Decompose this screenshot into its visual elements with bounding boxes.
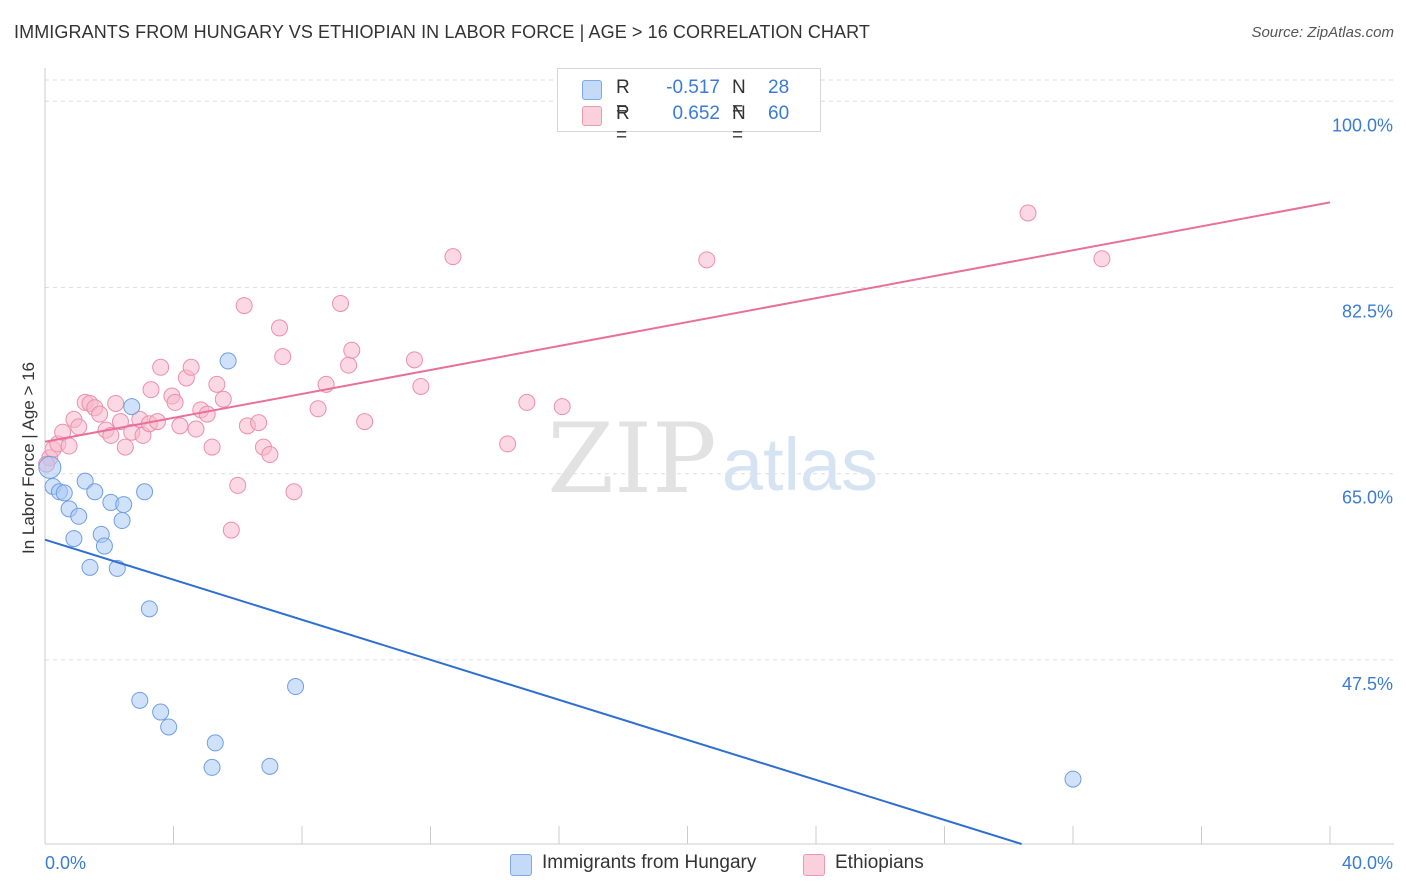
data-points bbox=[38, 204, 1111, 788]
ethiopian-point bbox=[285, 483, 303, 501]
tick-labels: 47.5% 65.0% 82.5% 100.0% 0.0% 40.0% bbox=[45, 115, 1393, 873]
hungary-point bbox=[136, 483, 154, 501]
bottom-legend-swatch-hungary bbox=[510, 854, 532, 876]
ethiopian-point bbox=[343, 341, 361, 359]
x-tick-label: 0.0% bbox=[45, 853, 86, 873]
ethiopian-point bbox=[412, 377, 430, 395]
ethiopian-point bbox=[152, 358, 170, 376]
ethiopian-point bbox=[142, 381, 160, 399]
legend-n-value: 28 bbox=[768, 77, 790, 98]
ethiopian-point bbox=[271, 319, 289, 337]
ethiopian-point bbox=[274, 348, 292, 366]
ethiopian-point bbox=[111, 413, 129, 431]
grid-lines bbox=[45, 79, 1394, 661]
bottom-legend-swatch-ethiopians bbox=[803, 854, 825, 876]
legend-swatch-ethiopians bbox=[582, 106, 602, 126]
bottom-legend-label: Immigrants from Hungary bbox=[542, 852, 757, 873]
ethiopian-point bbox=[261, 446, 279, 464]
hungary-point bbox=[113, 512, 131, 530]
x-tick-label: 40.0% bbox=[1342, 853, 1393, 873]
y-tick-label: 65.0% bbox=[1342, 488, 1393, 508]
ethiopian-point bbox=[116, 438, 134, 456]
hungary-point bbox=[70, 507, 88, 525]
ethiopian-trend-line bbox=[44, 201, 1331, 443]
ethiopian-point bbox=[107, 394, 125, 412]
hungary-point bbox=[55, 484, 73, 502]
legend-n-label: N = bbox=[732, 103, 746, 146]
legend-r-label: R = bbox=[616, 77, 630, 120]
ethiopian-point bbox=[54, 423, 72, 441]
ethiopian-point bbox=[518, 393, 536, 411]
hungary-point bbox=[203, 758, 221, 776]
chart-title: IMMIGRANTS FROM HUNGARY VS ETHIOPIAN IN … bbox=[14, 22, 870, 42]
ethiopian-point bbox=[444, 248, 462, 266]
legend-r-value: -0.517 bbox=[666, 77, 720, 98]
ethiopian-point bbox=[214, 390, 232, 408]
ethiopian-point bbox=[553, 398, 571, 416]
ethiopian-point bbox=[309, 400, 327, 418]
ethiopian-point bbox=[405, 351, 423, 369]
ethiopian-point bbox=[102, 426, 120, 444]
y-tick-label: 100.0% bbox=[1332, 115, 1393, 135]
ethiopian-point bbox=[235, 297, 253, 315]
hungary-point bbox=[261, 757, 279, 775]
ethiopian-point bbox=[70, 418, 88, 436]
ethiopian-point bbox=[229, 476, 247, 494]
legend-r-value: 0.652 bbox=[672, 103, 720, 124]
ethiopian-point bbox=[203, 438, 221, 456]
hungary-point bbox=[81, 558, 99, 576]
ethiopian-point bbox=[171, 417, 189, 435]
hungary-point bbox=[152, 703, 170, 721]
watermark-zip: ZIP bbox=[547, 403, 716, 515]
bottom-legend-label: Ethiopians bbox=[835, 852, 924, 873]
ethiopian-point bbox=[340, 356, 358, 374]
ethiopian-point bbox=[698, 251, 716, 269]
ethiopian-point bbox=[222, 521, 240, 539]
hungary-point bbox=[1064, 770, 1082, 788]
hungary-point bbox=[160, 718, 178, 736]
hungary-point bbox=[140, 600, 158, 618]
ethiopian-point bbox=[250, 414, 268, 432]
hungary-point bbox=[219, 352, 237, 370]
source-label: Source: ZipAtlas.com bbox=[1251, 24, 1394, 41]
ethiopian-point bbox=[1093, 250, 1111, 268]
legend-n-label: N = bbox=[732, 77, 746, 120]
correlation-legend: R = -0.517 N = 28 R = 0.652 N = 60 bbox=[557, 68, 821, 146]
ethiopian-point bbox=[182, 358, 200, 376]
hungary-point bbox=[38, 455, 62, 479]
hungary-point bbox=[95, 537, 113, 555]
axes bbox=[44, 68, 1394, 845]
watermark-atlas: atlas bbox=[722, 423, 878, 506]
hungary-point bbox=[131, 691, 149, 709]
ethiopian-point bbox=[187, 420, 205, 438]
ethiopian-point bbox=[332, 294, 350, 312]
watermark: ZIP atlas bbox=[547, 403, 878, 515]
hungary-point bbox=[65, 530, 83, 548]
ethiopian-point bbox=[166, 393, 184, 411]
hungary-trend-line bbox=[44, 538, 1022, 845]
ethiopian-point bbox=[1019, 204, 1037, 222]
ethiopian-point bbox=[499, 435, 517, 453]
ethiopian-point bbox=[91, 405, 109, 423]
ethiopian-point bbox=[208, 375, 226, 393]
legend-r-label: R = bbox=[616, 103, 630, 146]
hungary-point bbox=[206, 734, 224, 752]
hungary-point bbox=[123, 398, 141, 416]
ethiopian-point bbox=[60, 437, 78, 455]
hungary-point bbox=[86, 483, 104, 501]
hungary-point bbox=[287, 678, 305, 696]
y-tick-label: 47.5% bbox=[1342, 674, 1393, 694]
legend-swatch-hungary bbox=[582, 80, 602, 100]
y-axis-label: In Labor Force | Age > 16 bbox=[19, 362, 38, 554]
y-tick-label: 82.5% bbox=[1342, 301, 1393, 321]
trend-lines bbox=[44, 201, 1331, 845]
hungary-point bbox=[76, 472, 94, 490]
ethiopian-point bbox=[198, 405, 216, 423]
ethiopian-point bbox=[356, 413, 374, 431]
hungary-point bbox=[115, 496, 133, 514]
legend-n-value: 60 bbox=[768, 103, 790, 124]
